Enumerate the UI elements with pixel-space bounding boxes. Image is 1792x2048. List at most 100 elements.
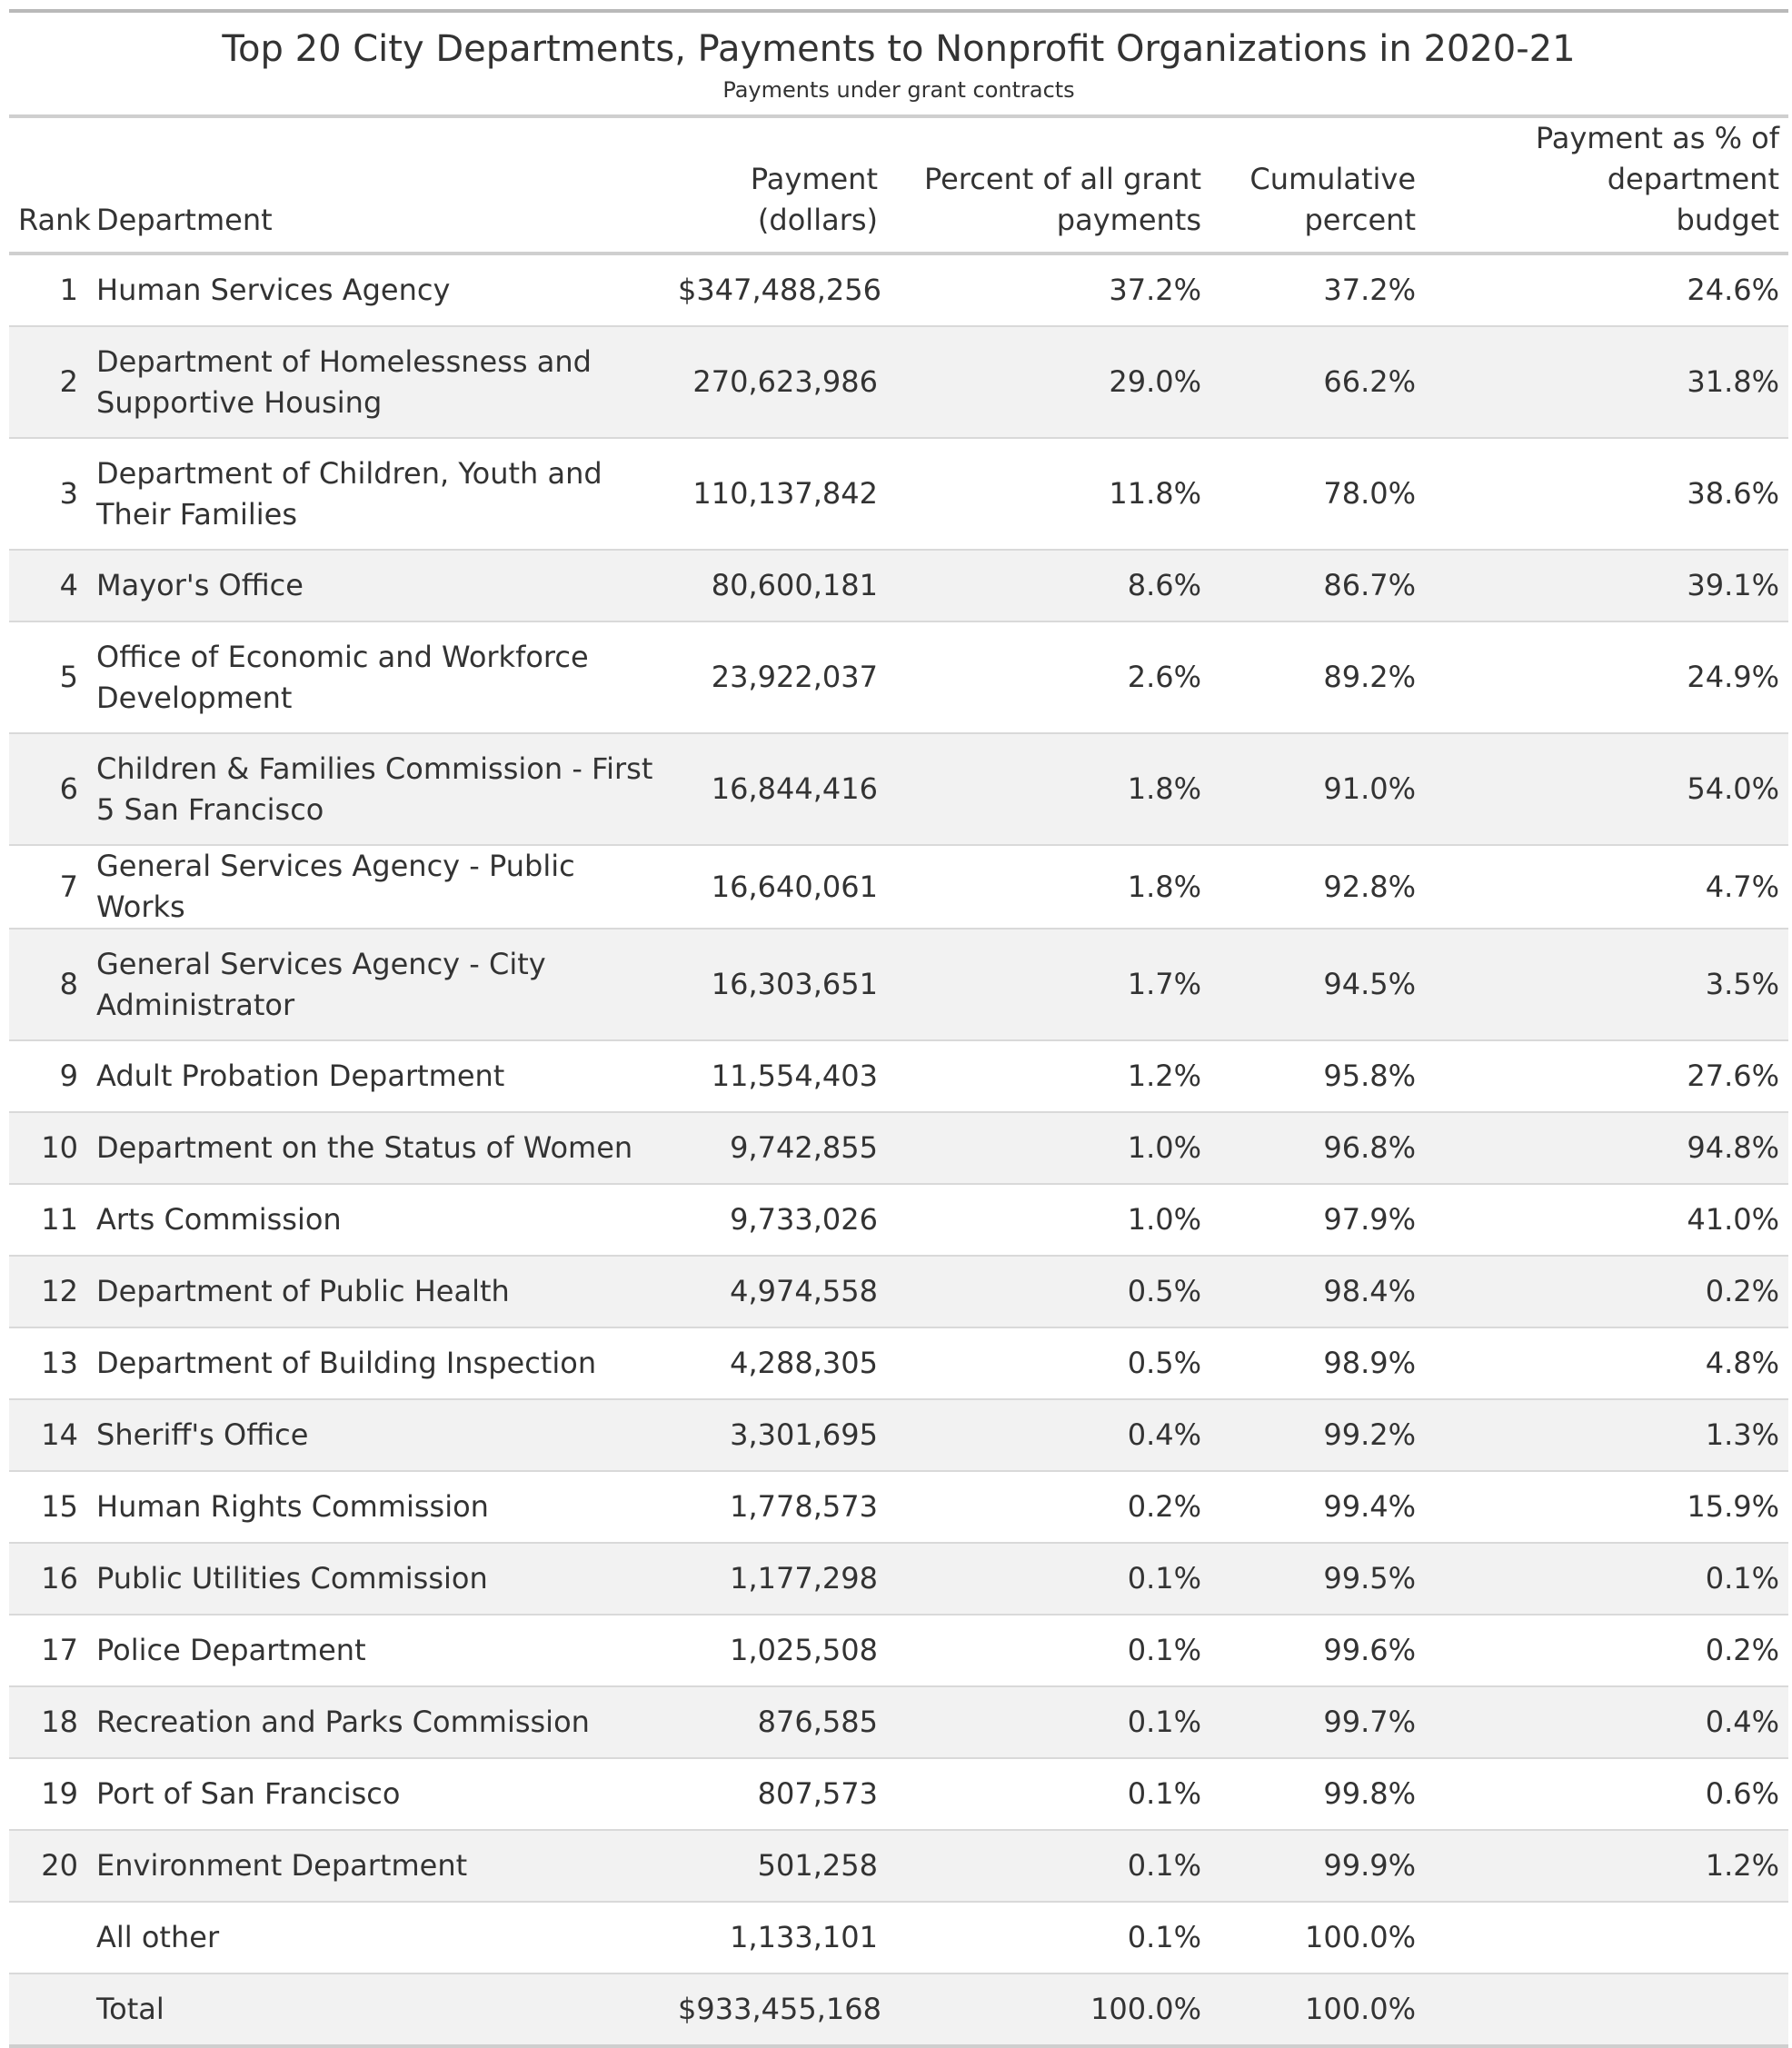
table-row: 18 Recreation and Parks Commission 876,5… xyxy=(9,1685,1788,1758)
cell-department: Department of Public Health xyxy=(85,1255,669,1327)
cell-cumulative: 99.2% xyxy=(1210,1398,1425,1471)
header-rank-label: Rank xyxy=(18,203,91,237)
table-row: 7 General Services Agency - Public Works… xyxy=(9,844,1788,929)
cell-department: Department of Children, Youth and Their … xyxy=(85,437,669,550)
cell-percent: 1.0% xyxy=(887,1111,1210,1184)
top-rule xyxy=(9,9,1788,13)
table-container: Top 20 City Departments, Payments to Non… xyxy=(9,9,1788,2048)
cell-percent: 0.1% xyxy=(887,1757,1210,1830)
cell-percent: 0.1% xyxy=(887,1614,1210,1686)
cell-budget: 0.4% xyxy=(1425,1685,1788,1758)
cell-payment: $933,455,168 xyxy=(669,1973,887,2048)
cell-payment: 16,844,416 xyxy=(669,732,887,845)
cell-payment: 4,974,558 xyxy=(669,1255,887,1327)
cell-percent: 1.8% xyxy=(887,732,1210,845)
cell-rank: 10 xyxy=(9,1111,85,1184)
table-row: 3 Department of Children, Youth and Thei… xyxy=(9,437,1788,550)
cell-department: Environment Department xyxy=(85,1829,669,1902)
table-row-all-other: All other 1,133,101 0.1% 100.0% xyxy=(9,1901,1788,1973)
cell-rank: 1 xyxy=(59,273,78,307)
cell-percent: 0.1% xyxy=(887,1542,1210,1615)
cell-budget: 0.6% xyxy=(1425,1757,1788,1830)
table-row: 20 Environment Department 501,258 0.1% 9… xyxy=(9,1829,1788,1902)
cell-department: Public Utilities Commission xyxy=(85,1542,669,1615)
cell-rank: 19 xyxy=(9,1757,85,1830)
cell-rank: 13 xyxy=(9,1327,85,1399)
table-row: 6 Children & Families Commission - First… xyxy=(9,732,1788,845)
header-budget: Payment as % of department budget xyxy=(1425,118,1788,255)
cell-budget: 1.3% xyxy=(1425,1398,1788,1471)
cell-rank: 3 xyxy=(9,437,85,550)
cell-budget: 3.5% xyxy=(1425,928,1788,1040)
cell-rank: 5 xyxy=(9,621,85,733)
cell-department: All other xyxy=(85,1901,669,1973)
cell-percent: 0.1% xyxy=(887,1829,1210,1902)
cell-percent: 0.5% xyxy=(887,1327,1210,1399)
cell-department: Human Services Agency xyxy=(96,273,451,307)
header-cumulative-line2: percent xyxy=(1304,203,1416,237)
cell-payment: 1,133,101 xyxy=(669,1901,887,1973)
cell-cumulative: 96.8% xyxy=(1210,1111,1425,1184)
cell-budget: 31.8% xyxy=(1425,325,1788,438)
cell-percent: 1.2% xyxy=(887,1039,1210,1112)
cell-department: Arts Commission xyxy=(85,1183,669,1256)
cell-rank: 15 xyxy=(9,1470,85,1543)
cell-rank: 11 xyxy=(9,1183,85,1256)
cell-cumulative: 78.0% xyxy=(1210,437,1425,550)
cell-cumulative: 99.9% xyxy=(1210,1829,1425,1902)
header-percent-line1: Percent of all grant xyxy=(923,162,1201,196)
cell-rank: 17 xyxy=(9,1614,85,1686)
cell-department: Mayor's Office xyxy=(85,549,669,621)
cell-payment: $347,488,256 xyxy=(678,273,881,307)
cell-department: Adult Probation Department xyxy=(85,1039,669,1112)
table-title: Top 20 City Departments, Payments to Non… xyxy=(222,28,1576,70)
header-cumulative-line1: Cumulative xyxy=(1249,162,1416,196)
cell-department: General Services Agency - Public Works xyxy=(85,844,669,929)
cell-rank: 4 xyxy=(9,549,85,621)
cell-department: Port of San Francisco xyxy=(85,1757,669,1830)
table-row: 16 Public Utilities Commission 1,177,298… xyxy=(9,1542,1788,1615)
header-budget-line1: Payment as % of department xyxy=(1535,121,1779,196)
cell-percent: 11.8% xyxy=(887,437,1210,550)
cell-percent: 0.4% xyxy=(887,1398,1210,1471)
cell-cumulative: 99.8% xyxy=(1210,1757,1425,1830)
cell-percent: 0.2% xyxy=(887,1470,1210,1543)
cell-budget: 24.9% xyxy=(1425,621,1788,733)
table-row: 2 Department of Homelessness and Support… xyxy=(9,325,1788,438)
header-department: Department xyxy=(85,118,669,255)
cell-department: Department on the Status of Women xyxy=(85,1111,669,1184)
cell-percent: 0.1% xyxy=(887,1901,1210,1973)
cell-cumulative: 98.4% xyxy=(1210,1255,1425,1327)
cell-percent: 0.5% xyxy=(887,1255,1210,1327)
table-row: 19 Port of San Francisco 807,573 0.1% 99… xyxy=(9,1757,1788,1830)
header-percent-line2: payments xyxy=(1056,203,1201,237)
cell-budget xyxy=(1425,1901,1788,1973)
cell-rank: 20 xyxy=(9,1829,85,1902)
cell-department: Police Department xyxy=(85,1614,669,1686)
cell-cumulative: 100.0% xyxy=(1210,1973,1425,2048)
cell-department: Total xyxy=(85,1973,669,2048)
cell-rank: 7 xyxy=(9,844,85,929)
cell-payment: 80,600,181 xyxy=(669,549,887,621)
header-department-label: Department xyxy=(96,203,273,237)
cell-cumulative: 99.4% xyxy=(1210,1470,1425,1543)
cell-percent: 29.0% xyxy=(887,325,1210,438)
cell-rank: 18 xyxy=(9,1685,85,1758)
cell-budget: 1.2% xyxy=(1425,1829,1788,1902)
cell-payment: 501,258 xyxy=(669,1829,887,1902)
cell-payment: 270,623,986 xyxy=(669,325,887,438)
cell-department: Department of Homelessness and Supportiv… xyxy=(85,325,669,438)
cell-budget: 54.0% xyxy=(1425,732,1788,845)
header-payment: Payment (dollars) xyxy=(669,118,887,255)
cell-rank: 12 xyxy=(9,1255,85,1327)
cell-cumulative: 99.6% xyxy=(1210,1614,1425,1686)
header-budget-line2: budget xyxy=(1676,203,1779,237)
cell-percent: 37.2% xyxy=(1109,273,1201,307)
cell-cumulative: 91.0% xyxy=(1210,732,1425,845)
cell-cumulative: 99.5% xyxy=(1210,1542,1425,1615)
cell-budget: 24.6% xyxy=(1687,273,1779,307)
table-body: 1 Human Services Agency $347,488,256 37.… xyxy=(9,254,1788,2048)
cell-payment: 110,137,842 xyxy=(669,437,887,550)
cell-department: Department of Building Inspection xyxy=(85,1327,669,1399)
cell-percent: 1.7% xyxy=(887,928,1210,1040)
